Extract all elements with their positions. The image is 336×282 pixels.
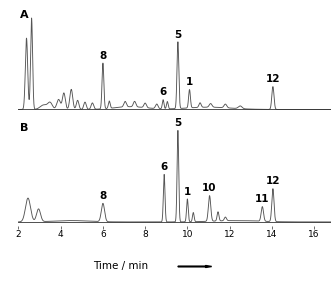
Text: 6: 6 [160, 87, 167, 97]
Text: 11: 11 [255, 194, 269, 204]
Text: 5: 5 [174, 30, 181, 39]
Text: 8: 8 [99, 191, 107, 201]
Text: B: B [20, 123, 29, 133]
Text: 8: 8 [99, 51, 107, 61]
Text: 1: 1 [184, 187, 191, 197]
Text: Time / min: Time / min [93, 261, 149, 272]
Text: A: A [20, 10, 29, 20]
Text: 12: 12 [266, 176, 280, 186]
Text: 1: 1 [186, 77, 193, 87]
Text: 6: 6 [161, 162, 168, 172]
Text: 12: 12 [266, 74, 280, 84]
Text: 5: 5 [174, 118, 181, 128]
Text: 10: 10 [202, 183, 217, 193]
